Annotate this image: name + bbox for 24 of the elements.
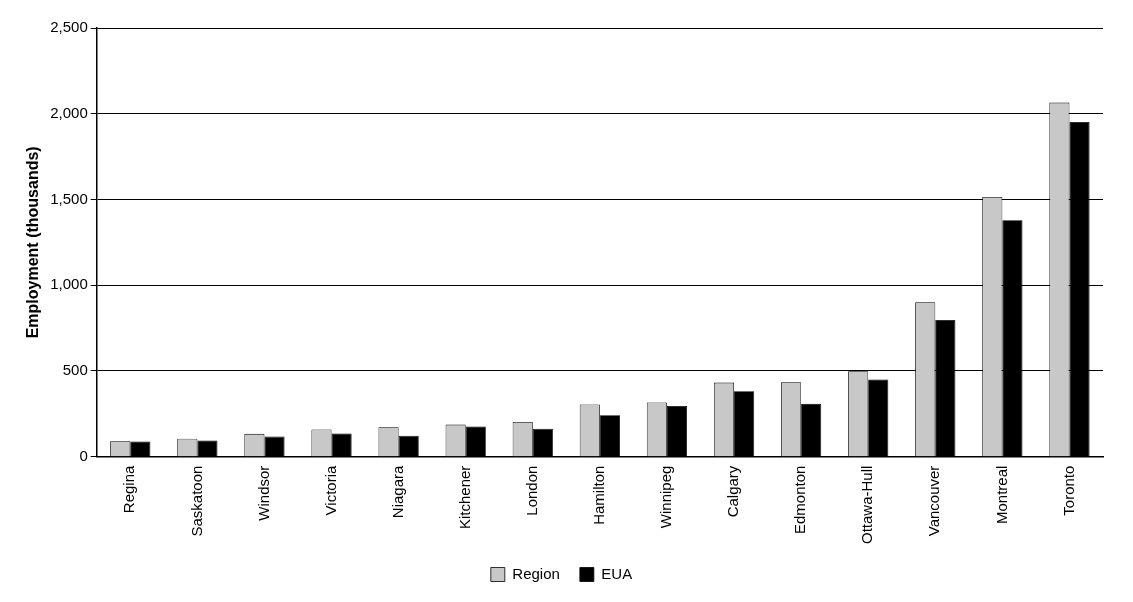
x-tick-label: Montreal <box>992 465 1010 524</box>
y-axis-title: Employment (thousands) <box>24 146 42 339</box>
y-tick-label: 1,500 <box>50 189 88 207</box>
y-tick-label: 1,000 <box>50 275 88 293</box>
x-tick-label: Ottawa-Hull <box>858 465 876 544</box>
y-tick-label: 2,500 <box>50 18 88 36</box>
x-tick-label: London <box>522 465 540 516</box>
x-tick-label: Hamilton <box>590 465 608 525</box>
x-tick-label: Niagara <box>388 464 406 519</box>
y-tick-label: 0 <box>79 446 88 464</box>
legend-label: Region <box>512 564 560 582</box>
x-tick-label: Regina <box>120 465 138 514</box>
x-tick-label: Saskatoon <box>187 465 205 537</box>
x-tick-label: Windsor <box>254 465 272 521</box>
x-tick-label: Edmonton <box>791 465 809 535</box>
legend-label: EUA <box>601 564 633 582</box>
y-tick-label: 2,000 <box>50 103 88 121</box>
x-tick-label: Winnipeg <box>657 465 675 529</box>
x-tick-label: Calgary <box>724 465 742 518</box>
x-tick-label: Victoria <box>321 464 339 516</box>
x-tick-label: Vancouver <box>925 465 943 537</box>
x-tick-label: Kitchener <box>455 465 473 530</box>
x-tick-label: Toronto <box>1059 465 1077 516</box>
y-tick-label: 500 <box>62 361 88 379</box>
